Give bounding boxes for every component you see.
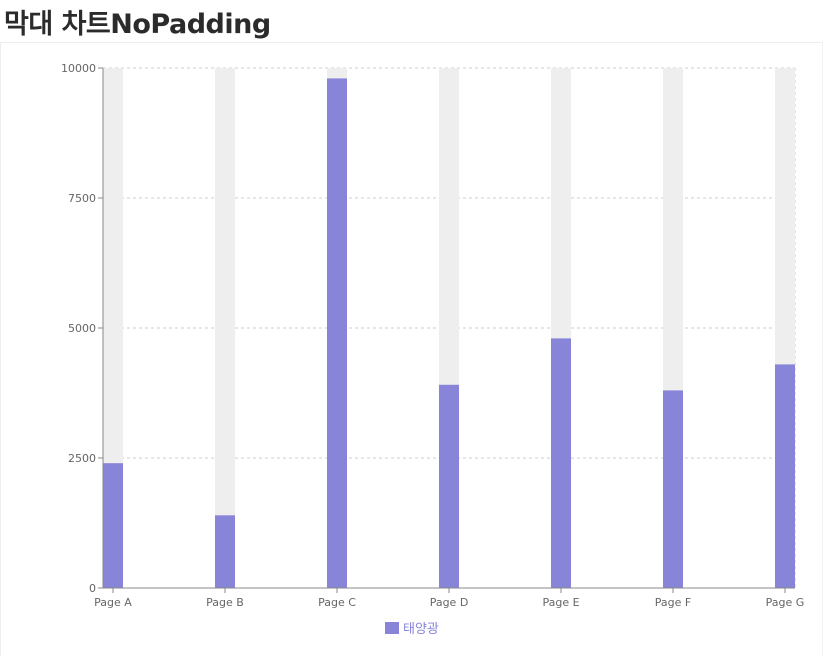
bar[interactable] (327, 78, 347, 589)
legend-swatch (385, 621, 399, 634)
x-axis-ticks: Page A Page B Page C Page D Page E Page F Page… (94, 588, 804, 609)
bar[interactable] (551, 338, 571, 588)
bar-background (215, 68, 235, 588)
x-tick-label: Page E (542, 596, 579, 609)
bar[interactable] (215, 515, 235, 588)
bar[interactable] (663, 390, 683, 588)
data-bars (103, 78, 795, 589)
bar[interactable] (103, 463, 123, 588)
y-tick-label: 0 (89, 582, 96, 595)
y-tick-label: 10000 (61, 62, 96, 75)
x-tick-label: Page A (94, 596, 132, 609)
y-tick-label: 5000 (68, 322, 96, 335)
legend[interactable]: 태양광 (385, 618, 439, 637)
y-axis-ticks: 0 2500 5000 7500 10000 (61, 62, 103, 595)
page-title: 막대 차트NoPadding (4, 9, 271, 40)
x-tick-label: Page G (766, 596, 805, 609)
x-tick-label: Page F (655, 596, 691, 609)
bar[interactable] (439, 384, 459, 588)
y-tick-label: 7500 (68, 192, 96, 205)
legend-label: 태양광 (403, 622, 439, 637)
bar-background (103, 68, 123, 588)
x-tick-label: Page C (318, 596, 356, 609)
x-tick-label: Page D (430, 596, 469, 609)
y-tick-label: 2500 (68, 452, 96, 465)
bar[interactable] (775, 364, 795, 588)
chart-panel (0, 42, 823, 656)
x-tick-label: Page B (206, 596, 244, 609)
